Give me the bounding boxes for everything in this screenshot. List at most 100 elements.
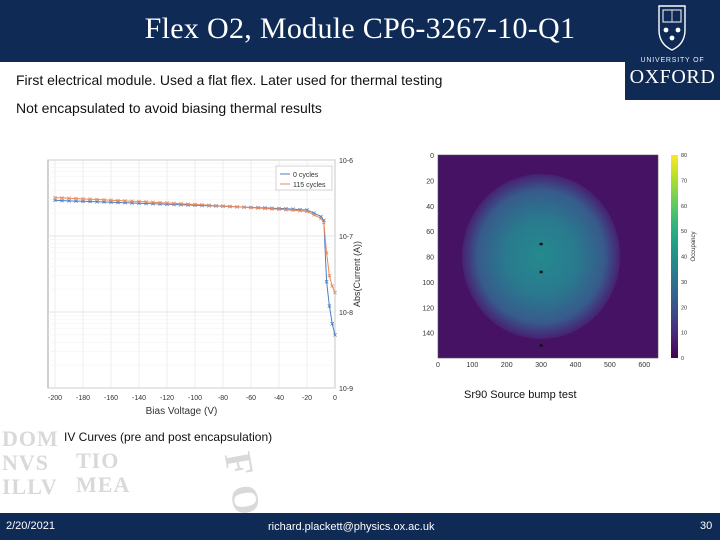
logo-oxford-text: OXFORD: [629, 66, 716, 88]
data-point: [327, 304, 332, 308]
data-point: [249, 205, 253, 210]
data-point: [214, 203, 218, 208]
data-point: [277, 207, 281, 212]
colorbar-tick-label: 0: [681, 356, 684, 362]
x-tick-label: -60: [246, 395, 256, 402]
colorbar-tick-label: 20: [681, 305, 687, 311]
data-point: [333, 332, 337, 337]
watermark-text: DOM: [2, 426, 59, 451]
colorbar-tick-label: 30: [681, 280, 687, 286]
data-point: [207, 203, 211, 208]
data-point: [242, 205, 246, 210]
colorbar-tick-label: 10: [681, 331, 687, 337]
data-point: [256, 206, 260, 210]
data-point: [130, 199, 134, 204]
data-point: [324, 250, 329, 255]
x-tick-label: -80: [218, 395, 228, 402]
x-tick-label: 500: [604, 362, 616, 368]
data-point: [172, 201, 176, 206]
occupancy-map: 0 100 200 300 400 500 600 0 20 40 60 80 100 120 140 0 10…: [408, 150, 698, 369]
x-tick-label: -160: [104, 395, 118, 402]
data-point: [81, 196, 85, 201]
y-tick-label: 10-7: [339, 234, 353, 241]
colorbar-tick-label: 80: [681, 153, 687, 159]
watermark-text: MEA: [76, 472, 131, 497]
data-point: [74, 196, 78, 201]
x-tick-label: -200: [48, 395, 62, 402]
y-tick-label: 10-9: [339, 386, 353, 393]
data-point: [123, 198, 127, 203]
source-test-caption: Sr90 Source bump test: [464, 389, 577, 401]
data-point: [228, 204, 232, 209]
data-point: [200, 202, 204, 207]
data-point: [327, 273, 332, 278]
x-tick-label: 200: [501, 362, 513, 368]
x-tick-label: -120: [160, 395, 174, 402]
data-point: [165, 201, 169, 205]
data-point: [102, 197, 106, 202]
data-point: [109, 198, 113, 203]
colorbar-label: Occupancy: [691, 231, 697, 261]
oxford-crest-icon: [658, 5, 686, 51]
colorbar-tick-label: 40: [681, 255, 687, 261]
plot-frame: [47, 159, 336, 389]
data-point: [263, 206, 267, 211]
page-number: 30: [700, 520, 713, 532]
y-tick-label: 120: [422, 305, 434, 312]
logo-university-text: UNIVERSITY OF: [640, 57, 705, 64]
x-axis-label: Bias Voltage (V): [146, 406, 218, 417]
data-point: [305, 209, 309, 214]
slide-title: Flex O2, Module CP6-3267-10-Q1: [144, 12, 576, 45]
oxford-logo: UNIVERSITY OF OXFORD: [625, 0, 720, 100]
y-tick-label: 100: [422, 280, 434, 287]
data-point: [151, 200, 155, 205]
heatmap-frame: [437, 154, 659, 359]
y-tick-label: 40: [426, 204, 434, 211]
watermark-text: F O: [215, 448, 269, 520]
data-point: [179, 201, 183, 206]
y-tick-label: 10-6: [339, 158, 353, 165]
data-point: [333, 290, 337, 295]
colorbar-tick-label: 70: [681, 178, 687, 184]
colorbar: [671, 155, 678, 358]
legend-label: 115 cycles: [293, 182, 326, 189]
footer-date: 2/20/2021: [6, 520, 55, 532]
data-point: [221, 204, 225, 208]
data-point: [319, 216, 323, 221]
x-tick-label: 0: [333, 395, 337, 402]
x-tick-label: -40: [274, 395, 284, 402]
data-point: [330, 284, 335, 288]
watermark-text: NVS: [2, 450, 50, 475]
dead-pixel-mark: [539, 242, 543, 246]
data-point: [284, 207, 288, 212]
y-tick-label: 10-8: [339, 310, 353, 317]
x-tick-label: -20: [302, 395, 312, 402]
data-point: [270, 207, 274, 211]
x-tick-label: 600: [638, 362, 650, 368]
data-point: [95, 197, 99, 202]
data-point: [193, 202, 197, 207]
body-text-line-1: First electrical module. Used a flat fle…: [16, 72, 443, 88]
legend-box: [275, 165, 333, 191]
y-tick-label: 140: [422, 331, 434, 338]
slide-header: Flex O2, Module CP6-3267-10-Q1: [0, 0, 720, 62]
footer-email: richard.plackett@physics.ox.ac.uk: [268, 521, 435, 533]
x-tick-label: -180: [76, 395, 90, 402]
watermark-text: ILLV: [2, 474, 58, 499]
data-point: [330, 321, 335, 326]
occupancy-heatmap: 0 100 200 300 400 500 600 0 20 40 60 80 100 120 140 0 10…: [422, 153, 697, 369]
y-axis-label: Abs(Current (A)): [352, 241, 362, 307]
data-point: [158, 200, 162, 205]
dead-pixel-mark: [539, 270, 543, 274]
x-tick-label: -140: [132, 395, 146, 402]
y-tick-label: 20: [426, 178, 434, 185]
iv-curve-plot: -200 -180 -160 -140 -120 -100 -80 -60 -40 -20 010-…: [47, 158, 362, 417]
data-point: [60, 196, 64, 200]
x-tick-label: 100: [467, 362, 479, 368]
data-point: [235, 204, 239, 209]
data-point: [144, 200, 148, 204]
data-point: [53, 195, 57, 200]
y-tick-label: 0: [430, 153, 434, 160]
data-point: [312, 212, 316, 217]
occupancy-blob: [462, 174, 621, 339]
